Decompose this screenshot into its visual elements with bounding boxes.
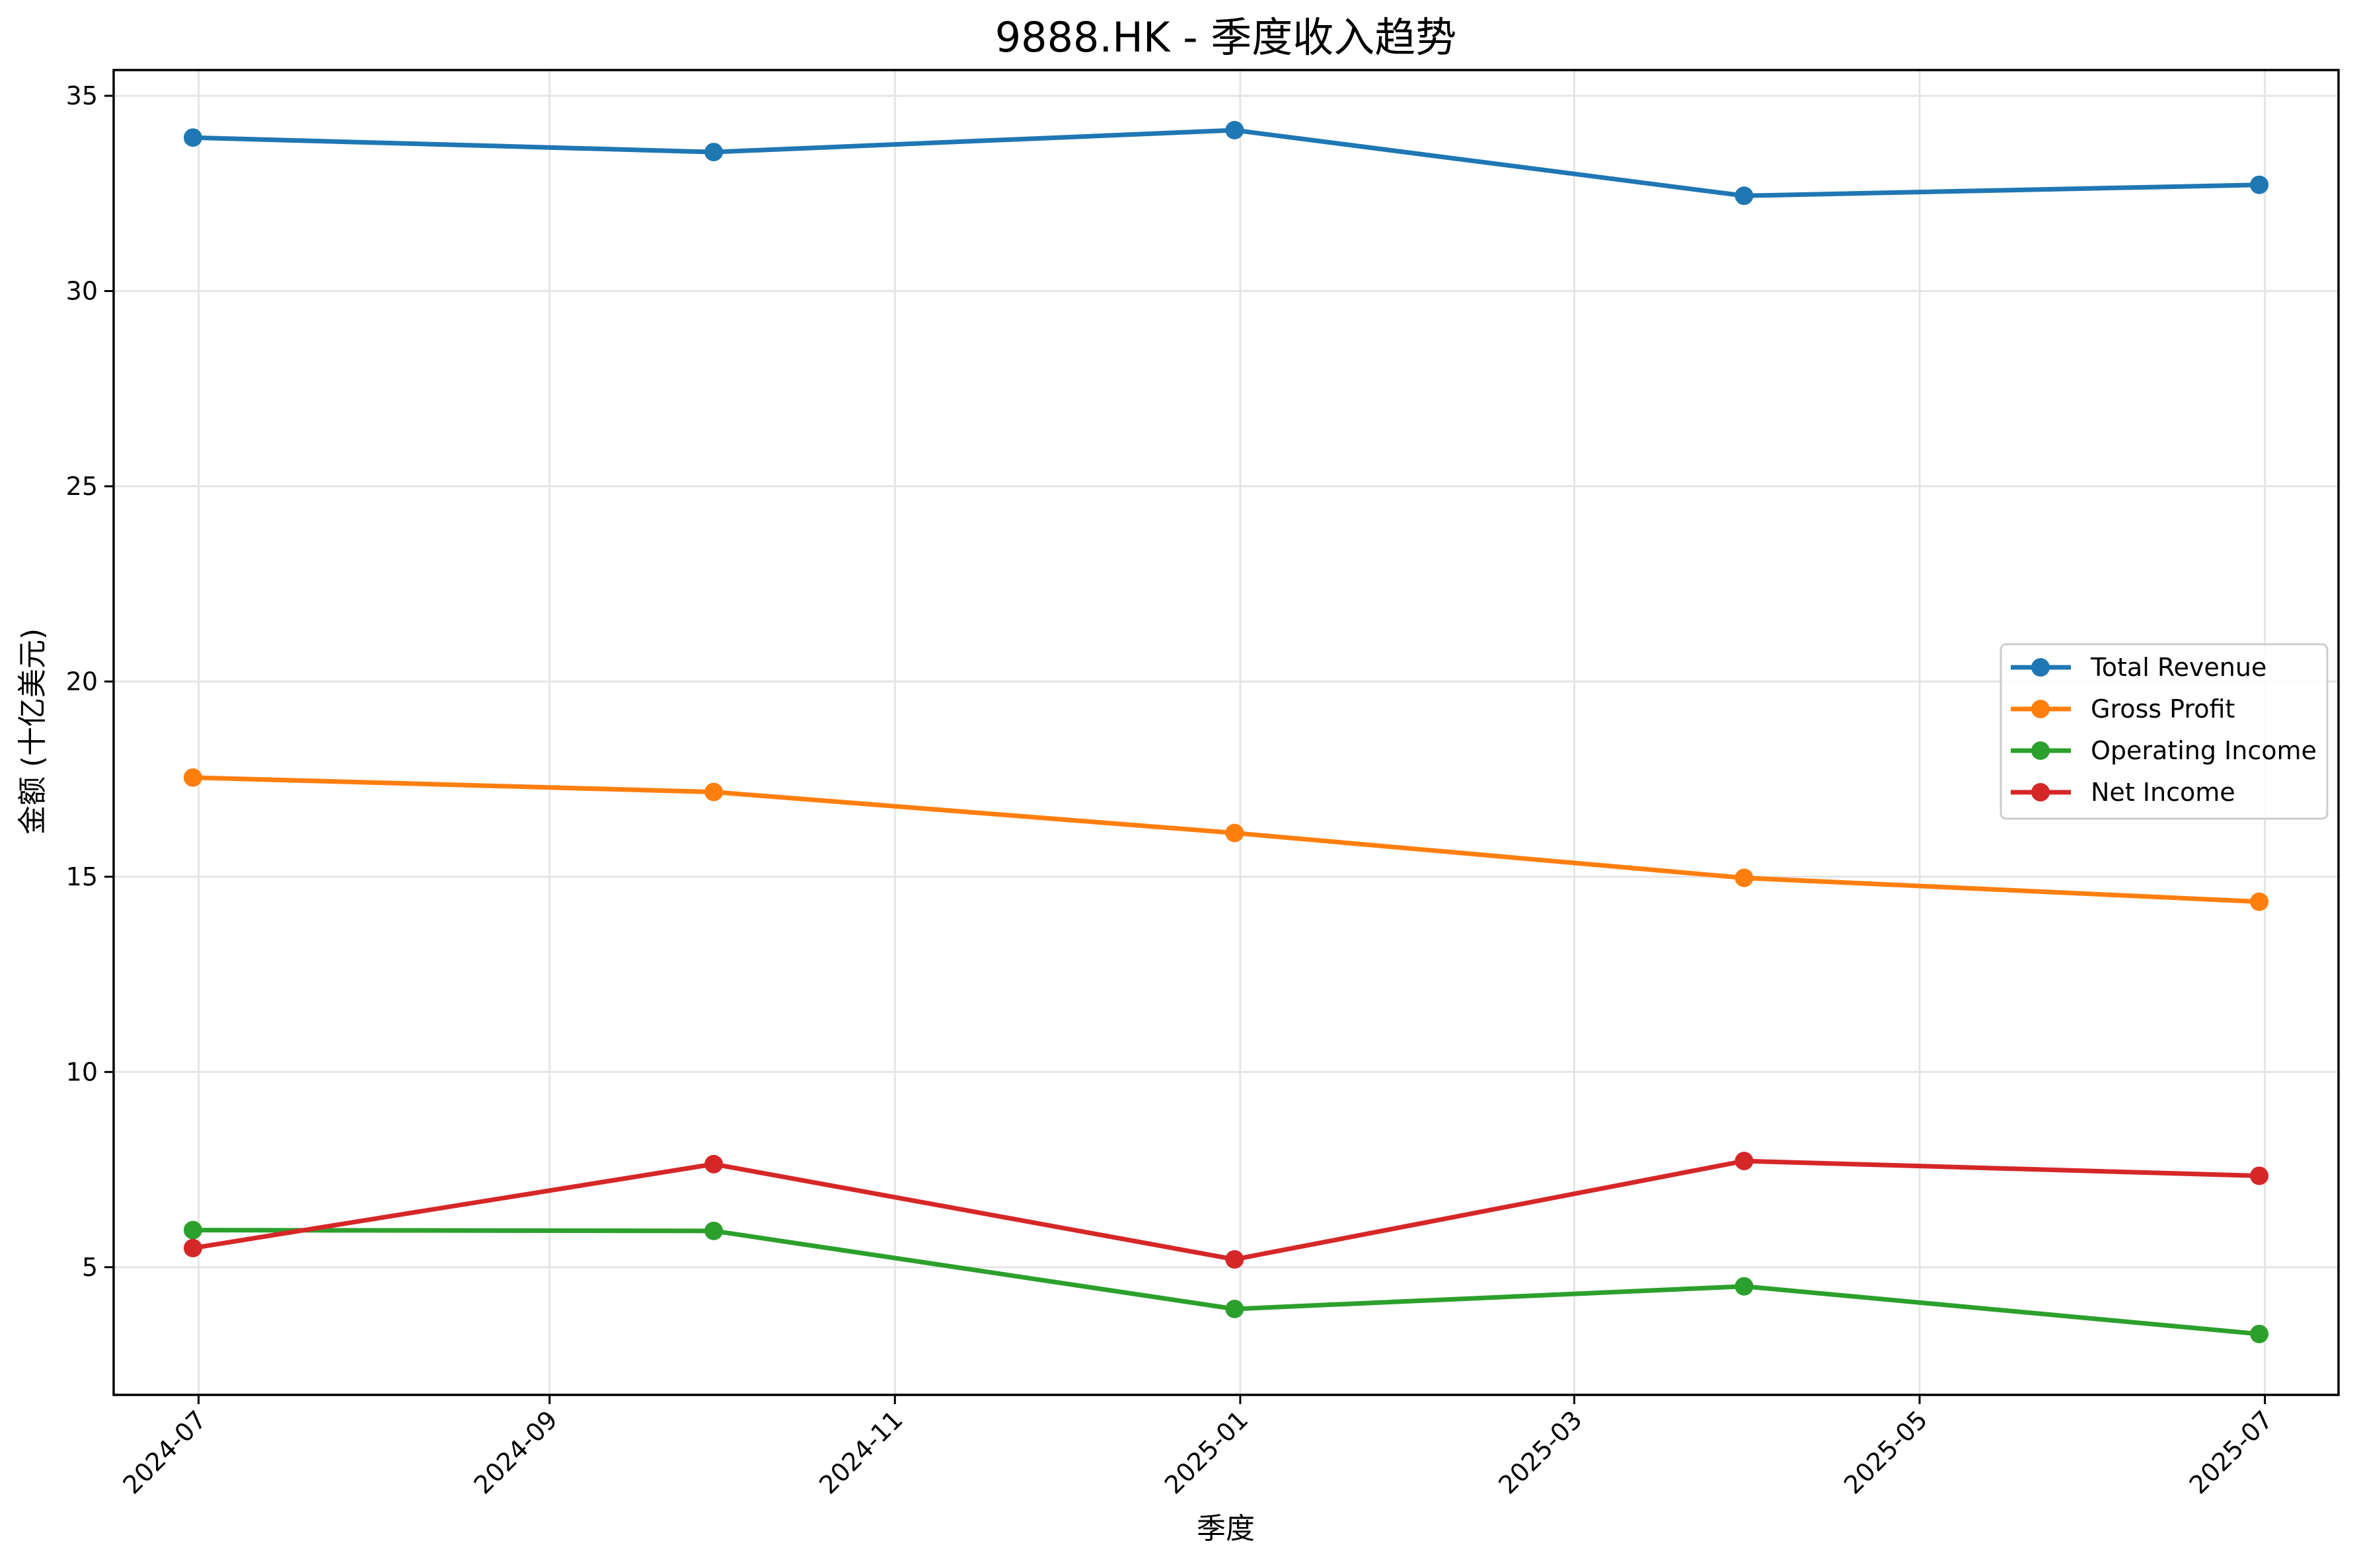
y-axis-ticks: 5 10 15 20 25 30 35 [66, 81, 114, 1282]
data-point-marker [1225, 121, 1244, 140]
data-point-marker [1735, 868, 1754, 887]
y-tick-label: 30 [66, 276, 98, 305]
data-point-marker [1225, 1250, 1244, 1269]
y-tick-label: 5 [82, 1253, 98, 1282]
data-point-marker [1735, 1277, 1754, 1296]
plot-area-frame [112, 69, 2340, 1396]
legend-item: Gross Profit [2011, 694, 2235, 724]
data-point-marker [183, 1238, 202, 1257]
data-point-marker [2250, 1166, 2269, 1185]
legend-box [2000, 643, 2329, 820]
data-point-marker [183, 768, 202, 787]
data-series [183, 121, 2269, 1343]
data-point-marker [1735, 186, 1754, 205]
x-axis-label: 季度 [1197, 1512, 1255, 1546]
y-axis-label: 金额 (十亿美元) [16, 628, 50, 835]
data-point-marker [183, 128, 202, 147]
legend-item: Net Income [2011, 778, 2235, 807]
series-total-revenue [183, 121, 2269, 205]
y-tick-label: 25 [66, 472, 98, 501]
y-tick-label: 35 [66, 81, 98, 110]
legend-label: Operating Income [2091, 736, 2317, 765]
data-point-marker [1735, 1152, 1754, 1171]
legend-marker-icon [2031, 741, 2050, 760]
series-gross-profit [183, 768, 2269, 911]
series-net-income [183, 1152, 2269, 1269]
data-point-marker [183, 1220, 202, 1240]
legend-marker-icon [2031, 658, 2050, 677]
data-point-marker [704, 782, 724, 802]
data-point-marker [704, 143, 724, 162]
legend-label: Gross Profit [2091, 694, 2235, 724]
legend-item: Total Revenue [2011, 653, 2266, 682]
data-point-marker [704, 1221, 724, 1240]
legend-item: Operating Income [2011, 736, 2317, 765]
y-tick-label: 10 [66, 1057, 98, 1086]
legend: Total Revenue Gross Profit Operating Incom… [2000, 643, 2329, 820]
legend-marker-icon [2031, 783, 2050, 802]
chart-title: 9888.HK - 季度收入趋势 [995, 13, 1457, 61]
y-tick-label: 20 [66, 667, 98, 696]
data-point-marker [2250, 892, 2269, 911]
series-operating-income [183, 1220, 2269, 1343]
data-point-marker [1225, 823, 1244, 842]
legend-label: Net Income [2091, 778, 2235, 807]
data-point-marker [1225, 1299, 1244, 1318]
data-point-marker [704, 1154, 724, 1174]
data-point-marker [2250, 175, 2269, 194]
grid-lines [114, 70, 2339, 1395]
legend-marker-icon [2031, 700, 2050, 718]
legend-label: Total Revenue [2090, 653, 2266, 682]
data-point-marker [2250, 1324, 2269, 1343]
y-tick-label: 15 [66, 862, 98, 891]
